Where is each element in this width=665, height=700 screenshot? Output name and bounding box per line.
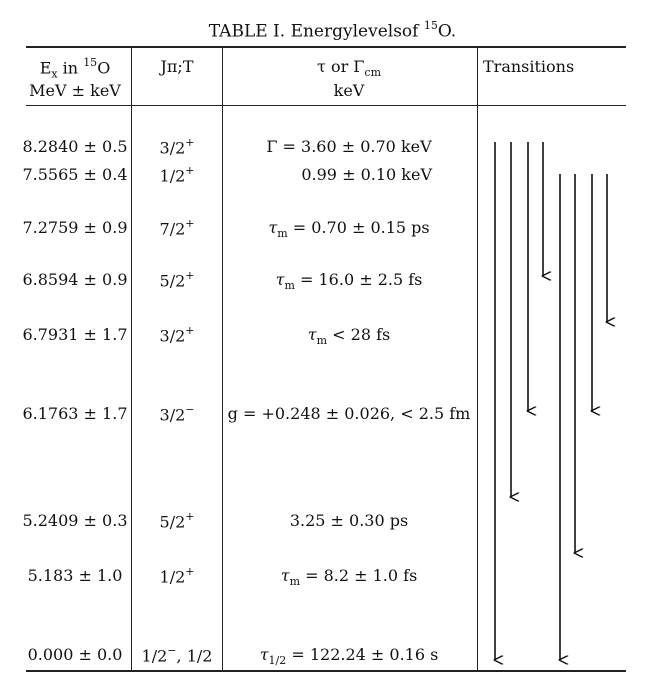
caption-text: TABLE I. Energylevelsof — [208, 21, 424, 42]
spin-parity-cell: 5/2+ — [159, 269, 195, 291]
lifetime-cell: Γ = 3.60 ± 0.70 keV — [266, 137, 432, 156]
column-divider-2 — [222, 48, 223, 670]
spin-parity-cell: 3/2− — [159, 403, 195, 425]
lifetime-cell: 3.25 ± 0.30 ps — [289, 511, 409, 530]
energy-cell: 7.5565 ± 0.4 — [22, 165, 128, 184]
lifetime-cell: τm < 28 fs — [307, 325, 391, 348]
spin-parity-cell: 3/2+ — [159, 324, 195, 346]
energy-cell: 7.2759 ± 0.9 — [22, 218, 128, 237]
spin-parity-cell: 1/2+ — [159, 164, 195, 186]
lifetime-cell: 0.99 ± 0.10 keV — [301, 165, 432, 184]
energy-cell: 6.1763 ± 1.7 — [22, 404, 128, 423]
lifetime-cell: g = +0.248 ± 0.026, < 2.5 fm — [227, 404, 471, 423]
lifetime-cell: τm = 16.0 ± 2.5 fs — [275, 270, 423, 293]
spin-parity-cell: 7/2+ — [159, 217, 195, 239]
lifetime-cell: τ1/2 = 122.24 ± 0.16 s — [259, 645, 439, 668]
energy-cell: 5.2409 ± 0.3 — [22, 511, 128, 530]
bottom-rule — [26, 670, 626, 672]
table-caption: TABLE I. Energylevelsof 15O. — [0, 19, 665, 42]
caption-superscript: 15 — [423, 19, 438, 32]
spin-parity-cell: 5/2+ — [159, 510, 195, 532]
header-lifetime: τ or Γcm — [317, 57, 381, 80]
energy-cell: 0.000 ± 0.0 — [27, 645, 123, 664]
header-rule — [26, 105, 626, 106]
energy-cell: 6.7931 ± 1.7 — [22, 325, 128, 344]
header-lifetime-units: keV — [333, 81, 365, 100]
spin-parity-cell: 3/2+ — [159, 136, 195, 158]
top-rule — [26, 46, 626, 48]
header-transitions: Transitions — [483, 57, 575, 76]
column-divider-3 — [477, 48, 478, 670]
caption-suffix: O. — [437, 21, 457, 42]
header-energy: Ex in 15O — [39, 56, 111, 81]
spin-parity-cell: 1/2−, 1/2 — [141, 644, 213, 666]
energy-cell: 6.8594 ± 0.9 — [22, 270, 128, 289]
header-jpi: Jπ;T — [160, 57, 194, 76]
lifetime-cell: τm = 8.2 ± 1.0 fs — [280, 566, 418, 589]
spin-parity-cell: 1/2+ — [159, 565, 195, 587]
lifetime-cell: τm = 0.70 ± 0.15 ps — [268, 218, 430, 241]
column-divider-1 — [131, 48, 132, 670]
energy-cell: 5.183 ± 1.0 — [27, 566, 123, 585]
header-energy-units: MeV ± keV — [29, 81, 121, 100]
energy-cell: 8.2840 ± 0.5 — [22, 137, 128, 156]
